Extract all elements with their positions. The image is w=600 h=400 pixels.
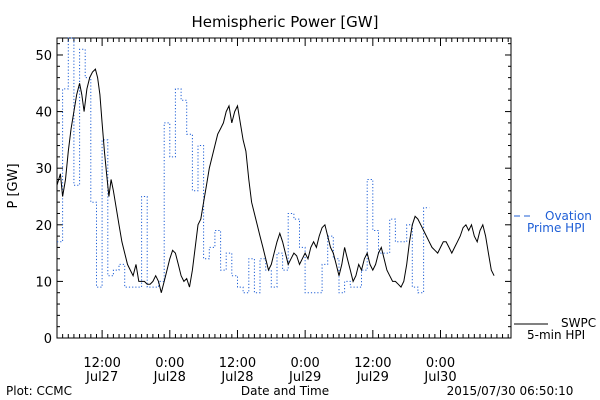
x-axis: 12:00Jul270:00Jul2812:00Jul280:00Jul2912… (56, 38, 509, 385)
footer-left: Plot: CCMC (6, 384, 72, 398)
y-tick-label: 50 (35, 49, 52, 64)
x-tick-date-label: Jul29 (288, 370, 321, 385)
y-tick-label: 20 (35, 219, 52, 234)
x-tick-time-label: 12:00 (354, 356, 391, 371)
swpc-line (56, 68, 495, 293)
series-swpc-5min-hpi (56, 68, 495, 293)
chart-title: Hemispheric Power [GW] (192, 13, 379, 31)
y-axis-label: P [GW] (6, 163, 21, 208)
y-tick-label: 40 (35, 106, 52, 121)
x-tick-time-label: 0:00 (426, 356, 455, 371)
x-tick-date-label: Jul29 (356, 370, 389, 385)
legend-ovation-line2: Prime HPI (527, 221, 585, 235)
x-tick-date-label: Jul30 (423, 370, 456, 385)
legend-ovation: Ovation Prime HPI (514, 209, 592, 235)
x-axis-label: Date and Time (241, 384, 329, 398)
x-tick-date-label: Jul27 (85, 370, 118, 385)
x-tick-time-label: 0:00 (291, 356, 320, 371)
legend-ovation-line1: Ovation (545, 209, 592, 223)
y-axis: 0 10 20 30 40 50 (35, 43, 511, 347)
x-tick-date-label: Jul28 (153, 370, 186, 385)
series-ovation-prime-hpi (57, 37, 430, 294)
y-tick-label: 10 (35, 275, 52, 290)
ovation-line (57, 37, 430, 294)
legend-swpc-line2: 5-min HPI (527, 328, 585, 342)
x-tick-time-label: 12:00 (219, 356, 256, 371)
footer-right: 2015/07/30 06:50:10 (447, 384, 574, 398)
x-tick-time-label: 12:00 (83, 356, 120, 371)
x-tick-time-label: 0:00 (155, 356, 184, 371)
legend-swpc-line1: SWPC (561, 316, 596, 330)
x-tick-date-label: Jul28 (220, 370, 253, 385)
legend-swpc: SWPC 5-min HPI (514, 316, 596, 342)
y-tick-label: 30 (35, 162, 52, 177)
plot-frame (56, 37, 512, 339)
y-tick-label: 0 (44, 332, 52, 347)
